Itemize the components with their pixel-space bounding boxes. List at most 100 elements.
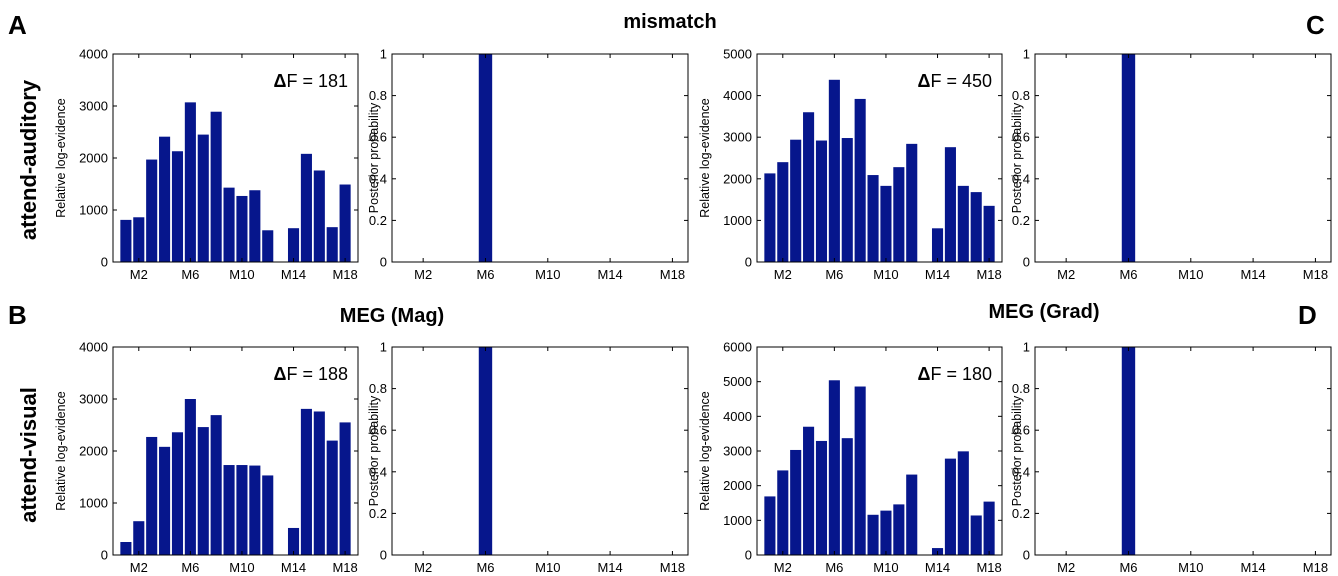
panel-letter-b: B bbox=[8, 300, 27, 330]
y-tick-label: 1000 bbox=[79, 496, 108, 511]
x-tick-label: M2 bbox=[1057, 267, 1075, 282]
y-tick-label: 0 bbox=[1023, 548, 1030, 563]
chart-d-log-evidence: 0 1000 2000 3000 4000 5000 6000 M2 M6 M10 M14 M18 Re… bbox=[698, 340, 1003, 575]
delta-f-annotation: ΔF = 180 bbox=[918, 364, 992, 384]
bar-m3 bbox=[790, 139, 802, 262]
panel-letter-c: C bbox=[1306, 10, 1325, 40]
delta-f-annotation: ΔF = 181 bbox=[274, 71, 348, 91]
bar-m3 bbox=[146, 159, 158, 262]
y-tick-label: 0.6 bbox=[369, 423, 387, 438]
x-tick-label: M10 bbox=[535, 560, 560, 575]
y-tick-label: 0 bbox=[1023, 255, 1030, 270]
bar-m6 bbox=[1121, 347, 1136, 555]
y-tick-label: 0.8 bbox=[1012, 381, 1030, 396]
y-tick-label: 0.4 bbox=[1012, 171, 1030, 186]
bar-m17 bbox=[326, 440, 338, 555]
x-tick-label: M6 bbox=[476, 267, 494, 282]
bar-m9 bbox=[867, 175, 879, 262]
delta-symbol: Δ bbox=[274, 71, 287, 91]
bar-m15 bbox=[944, 147, 956, 262]
delta-symbol: Δ bbox=[274, 364, 287, 384]
chart-a-log-evidence: 0 1000 2000 3000 4000 M2 M6 M10 M14 M18 Relative l… bbox=[54, 47, 359, 282]
delta-f-annotation: ΔF = 450 bbox=[918, 71, 992, 91]
y-tick-label: 6000 bbox=[723, 340, 752, 355]
y-tick-label: 0.4 bbox=[369, 171, 387, 186]
delta-f-value: F = 180 bbox=[930, 364, 992, 384]
x-tick-label: M14 bbox=[597, 267, 622, 282]
bar-m4 bbox=[803, 112, 815, 263]
bar-m16 bbox=[313, 411, 325, 555]
x-tick-label: M2 bbox=[130, 267, 148, 282]
bar-m9 bbox=[223, 465, 235, 555]
bar-m8 bbox=[210, 415, 222, 555]
y-tick-label: 1000 bbox=[723, 513, 752, 528]
x-tick-label: M10 bbox=[873, 267, 898, 282]
bar-m2 bbox=[133, 217, 145, 262]
bar-m1 bbox=[764, 173, 776, 262]
title-meg-grad: MEG (Grad) bbox=[988, 301, 1099, 323]
x-tick-label: M14 bbox=[281, 560, 306, 575]
bar-m11 bbox=[249, 190, 261, 262]
y-tick-label: 0.6 bbox=[1012, 130, 1030, 145]
bar-m3 bbox=[146, 436, 158, 555]
bar-m4 bbox=[159, 446, 171, 555]
bar-m10 bbox=[236, 465, 248, 555]
x-tick-label: M2 bbox=[774, 560, 792, 575]
x-tick-label: M14 bbox=[597, 560, 622, 575]
x-tick-label: M18 bbox=[1303, 560, 1328, 575]
x-tick-label: M18 bbox=[1303, 267, 1328, 282]
bar-m8 bbox=[210, 111, 222, 262]
x-tick-label: M6 bbox=[181, 560, 199, 575]
bar-m15 bbox=[300, 153, 312, 262]
bar-m18 bbox=[983, 205, 995, 262]
bar-m6 bbox=[184, 102, 196, 262]
bar-m9 bbox=[223, 187, 235, 262]
delta-f-value: F = 181 bbox=[286, 71, 348, 91]
chart-b-posterior: 0 0.2 0.4 0.6 0.8 1 M2 M6 M10 M14 M18 Posterior pro… bbox=[367, 340, 689, 575]
x-tick-label: M2 bbox=[130, 560, 148, 575]
bar-m17 bbox=[970, 515, 982, 555]
axes-frame bbox=[1034, 346, 1332, 556]
y-tick-label: 0.2 bbox=[369, 213, 387, 228]
bar-m16 bbox=[313, 170, 325, 262]
y-axis-label: Relative log-evidence bbox=[54, 98, 68, 218]
delta-f-value: F = 188 bbox=[286, 364, 348, 384]
bar-m7 bbox=[841, 138, 853, 262]
delta-f-value: F = 450 bbox=[930, 71, 992, 91]
x-tick-label: M18 bbox=[976, 267, 1001, 282]
y-tick-label: 1000 bbox=[79, 203, 108, 218]
y-tick-label: 2000 bbox=[723, 171, 752, 186]
bar-m14 bbox=[287, 228, 300, 262]
bar-m5 bbox=[171, 151, 184, 262]
x-tick-label: M6 bbox=[181, 267, 199, 282]
y-tick-label: 0.4 bbox=[369, 464, 387, 479]
bar-m6 bbox=[184, 399, 196, 555]
bar-m18 bbox=[339, 184, 351, 262]
bar-m11 bbox=[893, 167, 905, 262]
x-tick-label: M6 bbox=[1119, 267, 1137, 282]
x-tick-label: M10 bbox=[535, 267, 560, 282]
chart-a-posterior: 0 0.2 0.4 0.6 0.8 1 M2 M6 M10 M14 M18 Posterior pro… bbox=[367, 47, 689, 282]
y-tick-label: 2000 bbox=[79, 444, 108, 459]
y-axis-label: Posterior probability bbox=[367, 102, 381, 213]
y-tick-label: 0.8 bbox=[369, 381, 387, 396]
y-tick-label: 4000 bbox=[79, 47, 108, 62]
axes-frame bbox=[391, 53, 689, 263]
y-tick-label: 0.2 bbox=[1012, 506, 1030, 521]
bar-m16 bbox=[957, 451, 969, 555]
bar-m6 bbox=[478, 347, 493, 555]
y-axis-label: Posterior probability bbox=[1010, 102, 1024, 213]
x-tick-label: M2 bbox=[774, 267, 792, 282]
row-label-attend-visual: attend-visual bbox=[16, 387, 41, 523]
y-tick-label: 0.2 bbox=[1012, 213, 1030, 228]
bar-m11 bbox=[249, 465, 261, 555]
axes-frame bbox=[391, 346, 689, 556]
bar-m3 bbox=[790, 449, 802, 555]
delta-symbol: Δ bbox=[918, 71, 931, 91]
chart-d-posterior: 0 0.2 0.4 0.6 0.8 1 M2 M6 M10 M14 M18 Posterior pro… bbox=[1010, 340, 1332, 575]
panel-letter-d: D bbox=[1298, 300, 1317, 330]
panel-letter-a: A bbox=[8, 10, 27, 40]
bar-m17 bbox=[326, 227, 338, 262]
x-tick-label: M10 bbox=[229, 267, 254, 282]
